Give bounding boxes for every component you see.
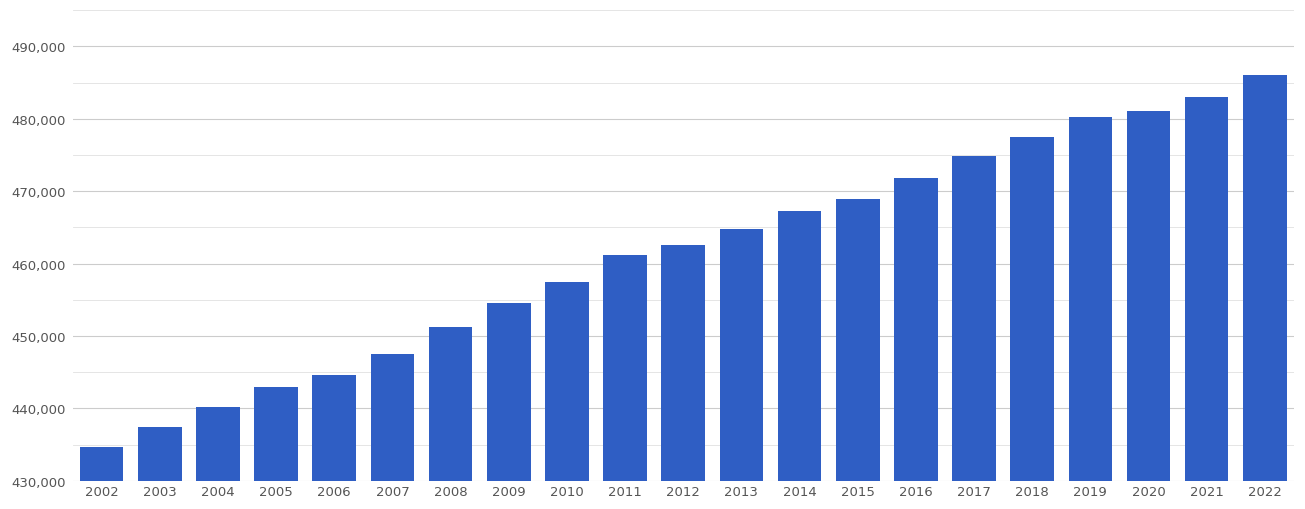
Bar	[371, 354, 414, 481]
Bar	[1069, 118, 1112, 481]
Bar	[603, 256, 647, 481]
Bar	[312, 375, 356, 481]
Bar	[429, 328, 472, 481]
Bar	[254, 387, 298, 481]
Bar	[778, 212, 821, 481]
Bar	[1185, 98, 1228, 481]
Bar	[719, 230, 763, 481]
Bar	[953, 157, 996, 481]
Bar	[545, 282, 589, 481]
Bar	[138, 427, 181, 481]
Bar	[196, 407, 240, 481]
Bar	[894, 179, 938, 481]
Bar	[662, 246, 705, 481]
Bar	[1010, 137, 1054, 481]
Bar	[80, 447, 124, 481]
Bar	[1242, 76, 1287, 481]
Bar	[1126, 112, 1171, 481]
Bar	[837, 200, 880, 481]
Bar	[487, 304, 531, 481]
